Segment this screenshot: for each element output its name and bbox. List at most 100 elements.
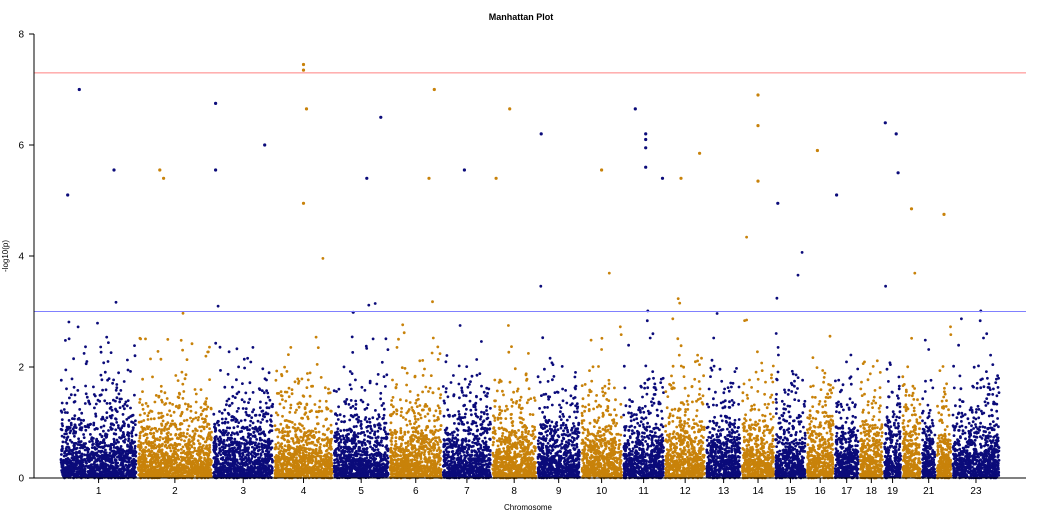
snp-point <box>73 393 77 397</box>
snp-point <box>280 446 284 450</box>
snp-point <box>303 446 306 450</box>
snp-point <box>208 458 212 461</box>
snp-point <box>180 438 183 442</box>
snp-point <box>287 386 291 390</box>
snp-point <box>125 455 129 458</box>
snp-point <box>169 458 172 462</box>
snp-point <box>66 442 69 446</box>
snp-point <box>266 446 269 450</box>
snp-point <box>64 339 67 342</box>
snp-point <box>185 407 189 411</box>
snp-point <box>267 395 270 399</box>
snp-point <box>165 397 169 400</box>
snp-point <box>330 430 333 433</box>
snp-point <box>169 424 173 427</box>
snp-point <box>172 462 176 466</box>
snp-point <box>105 402 109 405</box>
snp-point <box>114 458 118 462</box>
snp-point <box>198 472 202 475</box>
snp-point <box>248 381 252 385</box>
snp-point <box>118 469 122 473</box>
snp-point <box>355 425 358 428</box>
snp-point <box>132 462 136 466</box>
snp-point <box>142 426 146 430</box>
snp-point <box>302 443 305 447</box>
snp-point <box>72 429 76 433</box>
snp-point <box>311 448 315 452</box>
snp-point <box>206 350 210 354</box>
snp-point <box>314 447 318 451</box>
snp-point <box>277 461 281 464</box>
snp-point <box>130 445 133 449</box>
snp-point <box>114 399 117 403</box>
snp-point <box>230 401 234 405</box>
snp-point <box>203 440 207 444</box>
snp-point <box>202 444 205 447</box>
snp-point <box>65 432 68 436</box>
snp-point <box>111 381 114 385</box>
snp-point <box>79 446 82 450</box>
snp-point <box>76 325 80 329</box>
snp-point <box>261 418 264 421</box>
snp-point <box>131 469 135 473</box>
snp-point <box>80 426 84 430</box>
snp-point <box>146 414 150 418</box>
snp-point <box>376 373 380 376</box>
snp-point <box>280 468 284 471</box>
snp-point <box>322 454 326 458</box>
snp-point <box>184 451 188 455</box>
snp-point <box>100 435 104 439</box>
snp-point <box>181 348 185 352</box>
snp-point <box>281 414 284 418</box>
snp-point <box>316 467 319 470</box>
snp-point <box>133 454 136 457</box>
snp-point <box>175 452 179 456</box>
snp-point <box>323 386 327 390</box>
snp-point <box>243 418 247 422</box>
snp-point <box>289 462 292 466</box>
snp-point <box>295 468 299 472</box>
snp-point <box>65 387 68 391</box>
snp-point <box>232 466 236 469</box>
snp-point <box>167 464 171 468</box>
snp-point <box>149 450 153 454</box>
snp-point <box>304 411 308 415</box>
snp-point <box>60 422 64 425</box>
snp-point <box>276 435 280 439</box>
snp-point <box>110 443 113 446</box>
snp-point <box>126 358 129 362</box>
snp-point <box>157 394 161 398</box>
snp-point <box>306 378 310 382</box>
snp-point <box>242 458 246 461</box>
snp-point <box>197 416 201 419</box>
snp-point <box>278 402 282 406</box>
snp-point <box>267 406 271 410</box>
snp-point <box>72 357 75 361</box>
snp-point <box>80 467 84 470</box>
snp-point <box>231 440 234 444</box>
snp-point <box>66 428 69 432</box>
snp-point <box>168 470 172 474</box>
snp-point <box>165 446 169 450</box>
snp-point <box>141 451 145 455</box>
snp-point <box>252 441 255 445</box>
snp-point <box>198 425 202 429</box>
snp-point <box>327 455 330 459</box>
snp-point <box>365 425 369 429</box>
snp-point <box>78 464 82 468</box>
snp-point <box>184 373 188 377</box>
snp-point <box>305 473 309 476</box>
snp-point <box>140 457 144 461</box>
snp-point <box>73 417 76 421</box>
snp-point <box>220 457 224 460</box>
snp-point <box>263 439 266 443</box>
snp-point <box>224 417 228 421</box>
snp-point <box>259 460 263 463</box>
snp-point <box>66 462 69 466</box>
snp-point <box>93 394 97 398</box>
snp-point <box>79 421 83 425</box>
snp-point <box>299 460 303 464</box>
snp-point <box>328 445 332 449</box>
snp-point <box>180 370 184 374</box>
snp-point <box>238 444 242 447</box>
